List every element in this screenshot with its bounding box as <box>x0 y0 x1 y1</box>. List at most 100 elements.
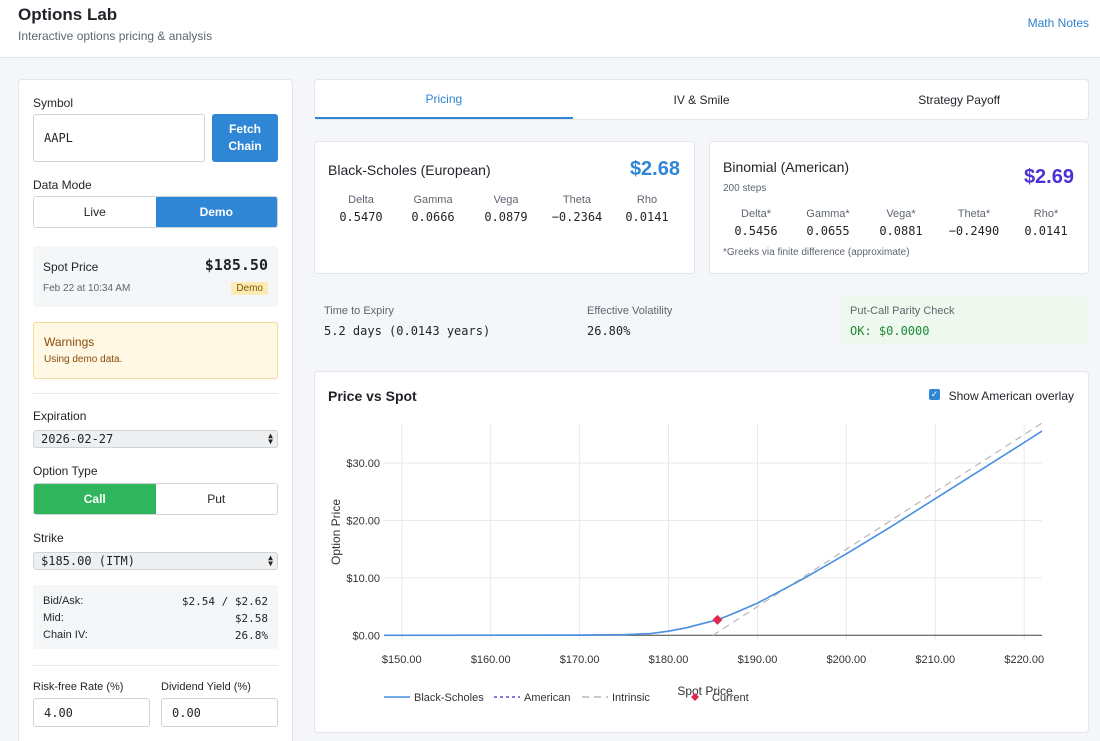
dividend-yield-label: Dividend Yield (%) <box>161 681 251 693</box>
chain-iv-value: 26.8% <box>234 629 268 642</box>
tab-pricing[interactable]: Pricing <box>315 80 573 119</box>
symbol-label: Symbol <box>33 96 74 110</box>
warnings-title: Warnings <box>44 335 95 349</box>
tab-strategy-payoff[interactable]: Strategy Payoff <box>918 92 1001 107</box>
greek-delta: Delta* 0.5456 <box>734 208 778 238</box>
effective-volatility-label: Effective Volatility <box>587 305 673 317</box>
time-to-expiry-label: Time to Expiry <box>324 305 394 317</box>
symbol-input[interactable]: AAPL <box>33 114 205 162</box>
option-type-toggle: Call Put <box>33 483 278 515</box>
data-mode-live-button[interactable]: Live <box>34 197 156 227</box>
option-type-put-button[interactable]: Put <box>155 484 277 514</box>
greek-theta: Theta* −0.2490 <box>948 208 1000 238</box>
american-overlay-checkbox[interactable]: ✓ <box>929 389 940 400</box>
fetch-chain-button[interactable]: Fetch Chain <box>212 114 278 162</box>
black-scholes-series-line <box>384 430 1042 637</box>
select-arrows-icon: ▲ ▼ <box>268 553 273 568</box>
bid-ask-row: Bid/Ask: $2.54 / $2.62 <box>43 595 268 608</box>
y-axis-label: Option Price <box>329 499 343 565</box>
tab-iv-smile[interactable]: IV & Smile <box>673 92 730 107</box>
black-scholes-title: Black-Scholes (European) <box>328 162 491 178</box>
x-tick-label: $220.00 <box>1004 654 1044 666</box>
main-tabs: Pricing IV & Smile Strategy Payoff <box>314 79 1089 120</box>
x-tick-label: $160.00 <box>471 654 511 666</box>
black-scholes-greeks: Delta 0.5470 Gamma 0.0666 Vega 0.0879 Theta… <box>329 194 679 224</box>
chart-title: Price vs Spot <box>328 388 417 404</box>
mid-value: $2.58 <box>234 612 268 625</box>
mid-row: Mid: $2.58 <box>43 612 268 625</box>
black-scholes-card: Black-Scholes (European) $2.68 Delta 0.54… <box>314 141 695 274</box>
app-title: Options Lab <box>18 5 118 24</box>
x-tick-label: $200.00 <box>826 654 866 666</box>
data-mode-label: Data Mode <box>33 178 92 192</box>
x-tick-label: $170.00 <box>560 654 600 666</box>
binomial-title: Binomial (American) <box>723 159 850 175</box>
binomial-card: Binomial (American) 200 steps $2.69 Delt… <box>709 141 1089 274</box>
y-tick-label: $10.00 <box>346 573 380 585</box>
option-type-call-button[interactable]: Call <box>34 484 156 514</box>
greek-rho: Rho 0.0141 <box>625 194 669 224</box>
app-header: Options Lab Interactive options pricing … <box>0 0 1100 58</box>
american-series-line <box>384 430 1042 636</box>
spot-timestamp: Feb 22 at 10:34 AM <box>43 283 131 294</box>
sidebar: Symbol AAPL Fetch Chain Data Mode Live D… <box>18 79 293 741</box>
x-tick-label: $210.00 <box>915 654 955 666</box>
x-axis-label: Spot Price <box>677 684 733 698</box>
greek-vega: Vega* 0.0881 <box>879 208 923 238</box>
chain-iv-label: Chain IV: <box>43 629 88 641</box>
spot-price-card: Spot Price $185.50 Feb 22 at 10:34 AM De… <box>33 246 278 307</box>
legend-label-black-scholes: Black-Scholes <box>414 692 484 704</box>
data-mode-demo-button[interactable]: Demo <box>155 197 277 227</box>
parity-check-value: OK: $0.0000 <box>850 324 930 338</box>
price-vs-spot-chart: $150.00 $160.00 $170.00 $180.00 $190.00 $200.… <box>329 423 1044 704</box>
strike-value: $185.00 (ITM) <box>41 554 135 568</box>
risk-free-label: Risk-free Rate (%) <box>33 681 124 693</box>
warnings-box: Warnings Using demo data. <box>33 322 278 379</box>
option-type-label: Option Type <box>33 464 98 478</box>
greek-vega: Vega 0.0879 <box>484 194 528 224</box>
parity-check-label: Put-Call Parity Check <box>850 305 955 317</box>
select-arrows-icon: ▲ ▼ <box>268 431 273 446</box>
divider <box>33 665 278 666</box>
demo-badge: Demo <box>231 282 268 295</box>
y-tick-label: $20.00 <box>346 516 380 528</box>
strike-label: Strike <box>33 531 64 545</box>
black-scholes-price: $2.68 <box>629 158 680 180</box>
chain-iv-row: Chain IV: 26.8% <box>43 629 268 642</box>
effective-volatility-value: 26.80% <box>587 324 631 338</box>
x-tick-label: $150.00 <box>382 654 422 666</box>
greek-theta: Theta −0.2364 <box>551 194 603 224</box>
x-tick-label: $190.00 <box>738 654 778 666</box>
binomial-price: $2.69 <box>1023 166 1074 188</box>
divider <box>33 393 278 394</box>
x-tick-label: $180.00 <box>649 654 689 666</box>
bid-ask-value: $2.54 / $2.62 <box>181 595 268 608</box>
binomial-steps: 200 steps <box>723 183 767 194</box>
warnings-message: Using demo data. <box>44 354 123 365</box>
legend-label-current: Current <box>712 692 749 704</box>
legend-label-american: American <box>524 692 570 704</box>
intrinsic-series-line <box>712 423 1042 636</box>
binomial-footnote: *Greeks via finite difference (approxima… <box>723 247 910 258</box>
expiration-label: Expiration <box>33 409 87 423</box>
current-point-marker <box>712 614 723 625</box>
greek-rho: Rho* 0.0141 <box>1024 208 1068 238</box>
y-tick-label: $30.00 <box>346 458 380 470</box>
mid-label: Mid: <box>43 612 64 624</box>
greek-delta: Delta 0.5470 <box>339 194 383 224</box>
data-mode-toggle: Live Demo <box>33 196 278 228</box>
dividend-yield-input[interactable]: 0.00 <box>161 698 278 727</box>
greek-gamma: Gamma* 0.0655 <box>806 208 850 238</box>
parity-check-box: Put-Call Parity Check OK: $0.0000 <box>840 296 1089 345</box>
math-notes-link[interactable]: Math Notes <box>1027 16 1089 30</box>
american-overlay-label: Show American overlay <box>948 389 1074 403</box>
app-subtitle: Interactive options pricing & analysis <box>18 29 213 43</box>
y-tick-label: $0.00 <box>352 630 380 642</box>
spot-price-value: $185.50 <box>204 256 268 274</box>
expiration-select[interactable]: 2026-02-27 ▲ ▼ <box>33 430 278 448</box>
strike-select[interactable]: $185.00 (ITM) ▲ ▼ <box>33 552 278 570</box>
expiration-value: 2026-02-27 <box>41 432 114 446</box>
bid-ask-label: Bid/Ask: <box>43 595 84 607</box>
greek-gamma: Gamma 0.0666 <box>411 194 455 224</box>
risk-free-input[interactable]: 4.00 <box>33 698 150 727</box>
